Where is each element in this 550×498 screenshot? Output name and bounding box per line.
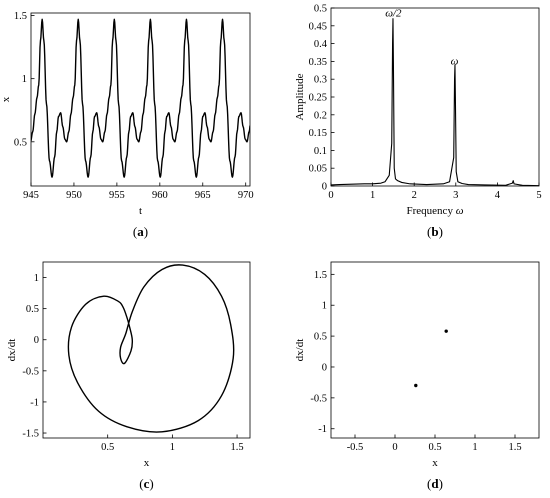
y-tick-label: 0.45 <box>309 21 327 32</box>
y-tick-label: 0 <box>322 362 327 373</box>
x-tick-label: 0 <box>392 442 397 453</box>
y-axis-label: Amplitude <box>294 73 306 120</box>
x-tick-label: 950 <box>66 190 82 201</box>
panel-label-letter: b <box>431 224 438 239</box>
x-tick-label: 960 <box>152 190 168 201</box>
plot-frame <box>30 12 251 187</box>
x-tick-label: 0 <box>328 190 333 201</box>
x-tick-label: -0.5 <box>347 442 364 453</box>
plot-frame <box>330 261 540 439</box>
y-tick-label: 0.3 <box>314 75 327 86</box>
panel-label: (d) <box>427 476 443 491</box>
scatter-point <box>414 383 418 388</box>
y-tick-label: 0.4 <box>314 39 328 50</box>
y-tick-label: 0.5 <box>314 4 327 15</box>
panel-label-letter: d <box>431 476 439 491</box>
x-tick-label: 4 <box>495 190 501 201</box>
y-tick-label: 0.15 <box>309 128 327 139</box>
x-axis-label: Frequency ω <box>407 205 464 217</box>
peak-annotation: ω/2 <box>385 8 402 20</box>
x-tick-label: 0.5 <box>101 442 114 453</box>
y-tick-label: 0.5 <box>26 304 39 315</box>
y-tick-label: -1 <box>30 397 39 408</box>
y-tick-label: 0.25 <box>309 93 327 104</box>
panel-label-close: ) <box>144 224 148 239</box>
panel-label: (b) <box>427 224 443 239</box>
panel-label-close: ) <box>439 224 443 239</box>
panel-b-frequency-spectrum: 0 1 2 3 4 5 0 0.05 0.1 0.15 0.2 0.25 0.3 0.35 0.4 0.45 0… <box>294 4 542 240</box>
y-tick-label: 0.2 <box>314 110 327 121</box>
panel-label-close: ) <box>439 476 443 491</box>
plot-frame <box>330 7 540 187</box>
x-tick-label: 1 <box>170 442 175 453</box>
panel-label-open: ( <box>427 224 431 239</box>
x-tick-label: 965 <box>195 190 211 201</box>
x-tick-label: 1.5 <box>508 442 521 453</box>
x-tick-label: 3 <box>453 190 458 201</box>
panel-label-letter: c <box>144 476 150 491</box>
series-line <box>31 18 250 178</box>
y-tick-label: 0.05 <box>309 164 327 175</box>
y-axis-label: dx/dt <box>294 339 306 362</box>
panel-label-letter: a <box>137 224 144 239</box>
x-tick-label: 5 <box>536 190 541 201</box>
y-tick-label: 0.5 <box>314 332 327 343</box>
y-tick-label: 0.1 <box>314 146 327 157</box>
panel-a-time-series: 945 950 955 960 965 970 0.5 1 1.5 t x (a) <box>0 11 254 239</box>
x-axis-label-symbol: ω <box>456 205 464 217</box>
y-tick-label: 1 <box>34 273 39 284</box>
x-tick-label: 2 <box>412 190 417 201</box>
panel-label-open: ( <box>427 476 431 491</box>
panel-label-open: ( <box>139 476 143 491</box>
y-tick-label: -1 <box>318 424 327 435</box>
panel-c-phase-portrait: 0.5 1 1.5 -1.5 -1 -0.5 0 0.5 1 x dx/dt (c) <box>6 261 251 491</box>
y-tick-label: 1 <box>322 301 327 312</box>
y-tick-label: 1 <box>22 74 27 85</box>
x-tick-label: 1.5 <box>231 442 244 453</box>
x-tick-label: 945 <box>23 190 39 201</box>
x-tick-label: 1 <box>370 190 375 201</box>
x-axis-label-text: Frequency <box>407 205 456 217</box>
y-tick-label: -0.5 <box>310 393 327 404</box>
x-tick-label: 955 <box>109 190 125 201</box>
panel-d-poincare-map: -0.5 0 0.5 1 1.5 -1 -0.5 0 0.5 1 1.5 x dx/dt (d) <box>294 261 540 491</box>
y-tick-label: 0.35 <box>309 57 327 68</box>
panel-label-close: ) <box>149 476 153 491</box>
y-axis-label: x <box>0 96 12 102</box>
series-line <box>331 18 539 186</box>
x-tick-label: 970 <box>238 190 254 201</box>
plot-frame <box>42 261 251 439</box>
series-line <box>67 264 235 433</box>
peak-annotation: ω <box>451 56 459 68</box>
x-tick-label: 0.5 <box>428 442 441 453</box>
y-tick-label: 1.5 <box>314 270 327 281</box>
x-axis-label: t <box>139 205 142 217</box>
y-tick-label: 1.5 <box>14 11 27 22</box>
x-axis-label: x <box>432 457 438 469</box>
y-tick-label: -0.5 <box>22 366 39 377</box>
y-tick-label: -1.5 <box>22 429 39 440</box>
x-axis-label: x <box>144 457 150 469</box>
panel-label-open: ( <box>133 224 137 239</box>
panel-label: (a) <box>133 224 148 239</box>
panel-label: (c) <box>139 476 153 491</box>
y-tick-label: 0 <box>34 335 39 346</box>
x-tick-label: 1 <box>472 442 477 453</box>
scatter-point <box>444 329 448 333</box>
y-tick-label: 0.5 <box>14 137 27 148</box>
y-tick-label: 0 <box>322 182 327 193</box>
y-axis-label: dx/dt <box>6 339 18 362</box>
